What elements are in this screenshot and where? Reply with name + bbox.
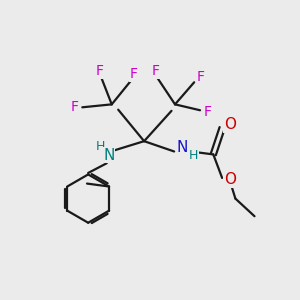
Text: F: F [71, 100, 79, 114]
Text: F: F [130, 67, 138, 81]
Text: O: O [224, 172, 236, 187]
Text: F: F [152, 64, 160, 78]
Text: N: N [177, 140, 188, 155]
Text: H: H [95, 140, 105, 153]
Text: F: F [196, 70, 205, 84]
Text: F: F [203, 105, 211, 119]
Text: O: O [224, 117, 236, 132]
Text: N: N [103, 148, 115, 163]
Text: H: H [189, 149, 198, 162]
Text: F: F [96, 64, 104, 78]
